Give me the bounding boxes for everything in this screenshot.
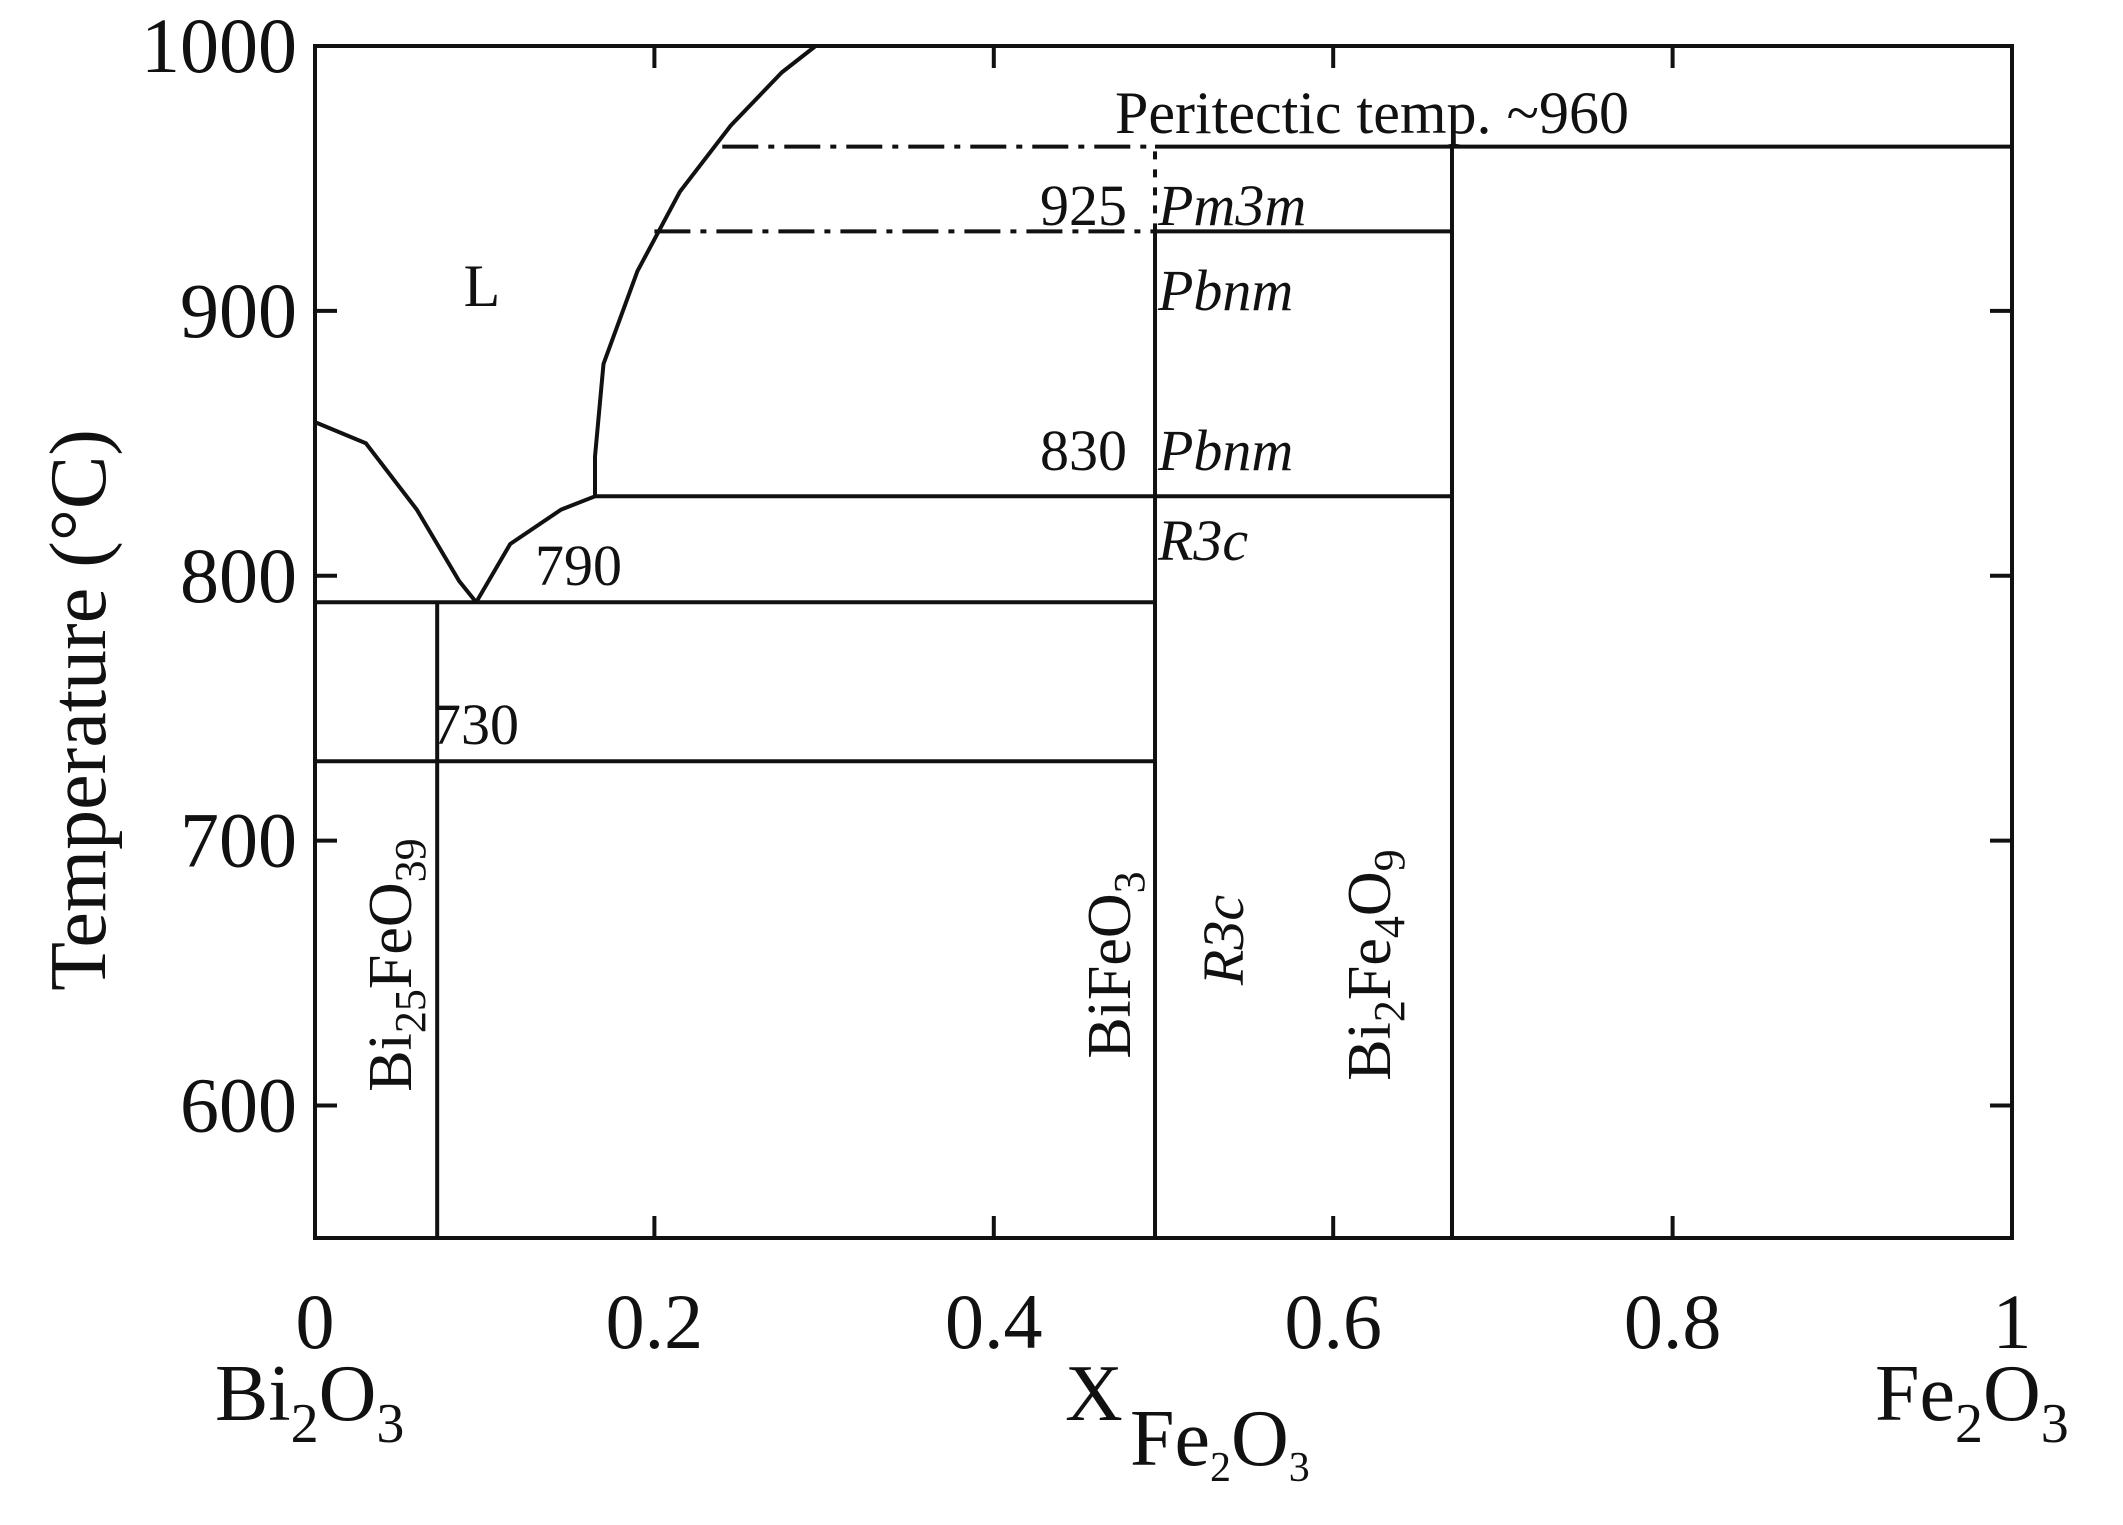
temp-830-label: 830 — [1040, 418, 1127, 483]
x-axis-label-subscript: Fe2O3 — [1130, 1395, 1310, 1491]
chart-labels: Peritectic temp. ~960 L 925 Pm3m Pbnm 830 Pbnm… — [35, 80, 2069, 1491]
y-tick-label: 600 — [180, 1062, 297, 1149]
phase-pbnm-upper-label: Pbnm — [1157, 258, 1293, 323]
plot-lines — [313, 44, 2014, 1240]
liquidus-right-curve — [474, 44, 817, 604]
y-axis-label: Temperature (°C) — [35, 429, 123, 991]
liquidus-left-curve — [314, 420, 478, 604]
temp-925-label: 925 — [1040, 173, 1127, 238]
phase-r3c-upper-label: R3c — [1157, 508, 1248, 573]
x-tick-label: 0.4 — [945, 1278, 1043, 1365]
liquid-label: L — [464, 253, 501, 319]
phase-pm3m-label: Pm3m — [1157, 173, 1306, 238]
y-tick-label: 800 — [180, 532, 297, 619]
x-tick-label: 0.8 — [1624, 1278, 1722, 1365]
plot-frame — [313, 44, 2014, 1240]
x-end-label-right: Fe2O3 — [1875, 1350, 2069, 1455]
y-tick-label: 1000 — [141, 2, 297, 89]
compound-bi25feo39-label: Bi25FeO39 — [357, 838, 435, 1091]
compound-bi2fe4o9-label: Bi2Fe4O9 — [1336, 849, 1414, 1080]
y-tick-label: 700 — [180, 797, 297, 884]
x-tick-label: 0.2 — [606, 1278, 704, 1365]
axis-ticks: 0 0.2 0.4 0.6 0.8 1 600 700 800 900 1000 — [141, 2, 2032, 1365]
x-tick-label: 1 — [1993, 1278, 2032, 1365]
x-axis-label: X — [1065, 1350, 1123, 1438]
phase-pbnm-lower-label: Pbnm — [1157, 418, 1293, 483]
temp-790-label: 790 — [535, 533, 622, 598]
x-tick-label: 0 — [296, 1278, 335, 1365]
compound-bifeo3-label: BiFeO3 — [1076, 871, 1154, 1058]
x-tick-label: 0.6 — [1284, 1278, 1382, 1365]
x-end-label-left: Bi2O3 — [215, 1350, 404, 1455]
temp-730-label: 730 — [432, 692, 519, 757]
y-tick-label: 900 — [180, 267, 297, 354]
phase-r3c-vertical-label: R3c — [1191, 895, 1256, 986]
peritectic-label: Peritectic temp. ~960 — [1115, 80, 1629, 146]
